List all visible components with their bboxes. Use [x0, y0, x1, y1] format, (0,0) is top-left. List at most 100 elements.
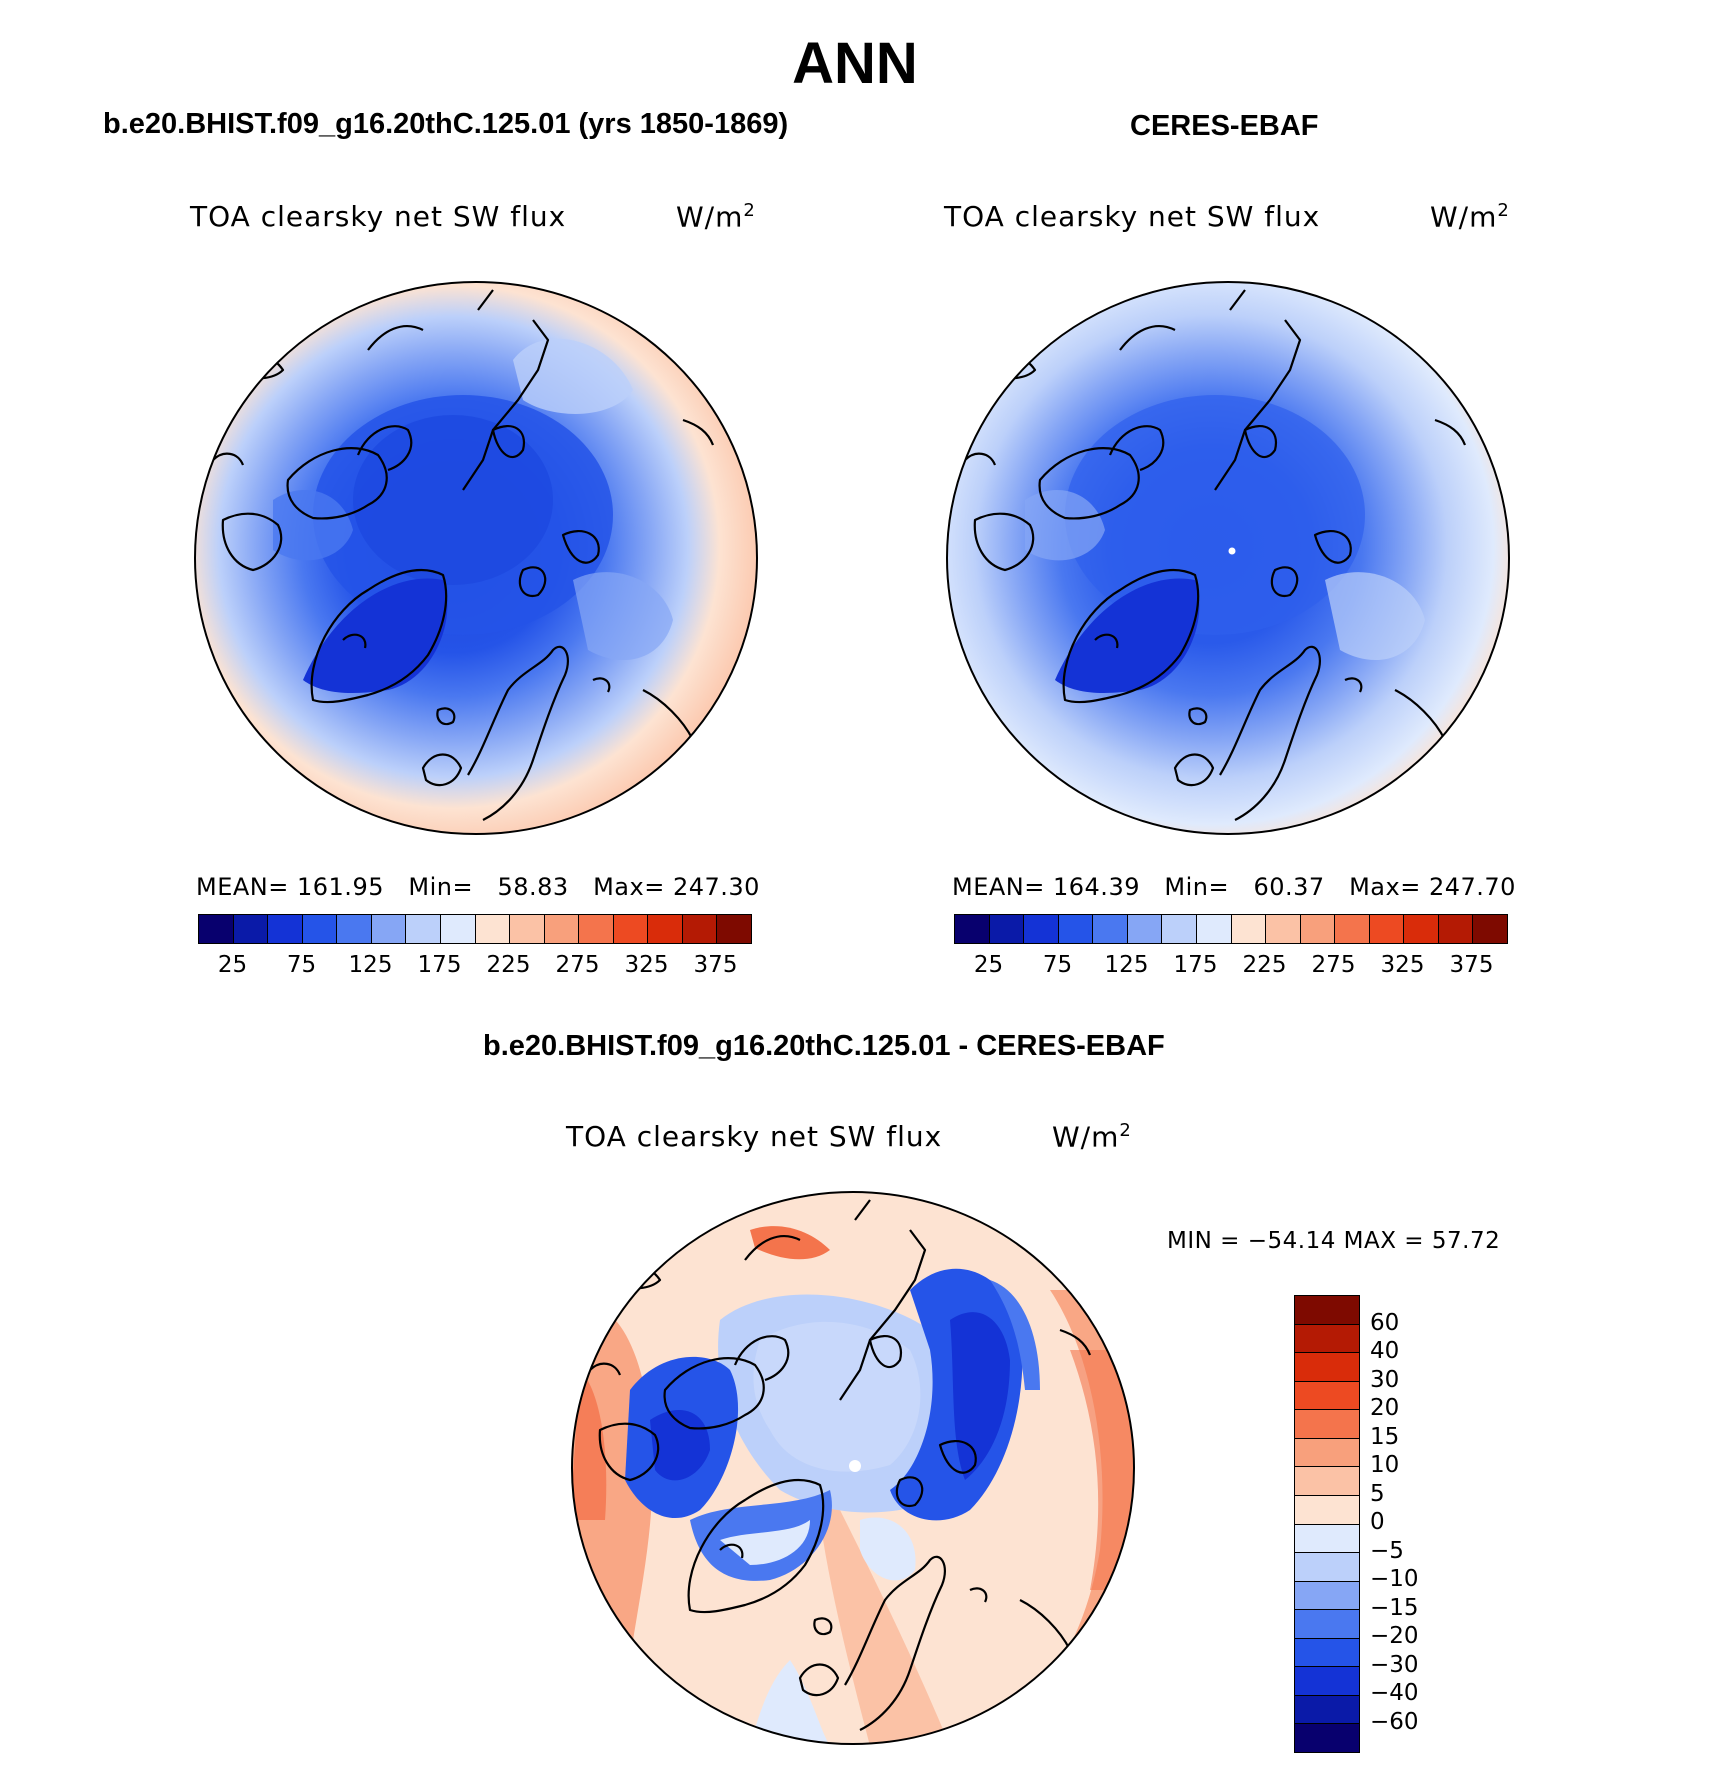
obs-colorbar-ticks: 25 75 125 175 225 275 325 375	[954, 952, 1506, 982]
model-min-value: 58.83	[497, 873, 569, 901]
model-colorbar-swatch	[648, 915, 683, 943]
obs-colorbar-tick-label: 75	[1042, 952, 1073, 978]
model-max-label: Max=	[593, 873, 665, 901]
obs-mean-value: 164.39	[1053, 873, 1140, 901]
obs-units-exp: 2	[1497, 200, 1510, 221]
obs-colorbar-tick-label: 175	[1173, 952, 1218, 978]
model-colorbar-swatch	[579, 915, 614, 943]
diff-polar-map	[571, 1191, 1135, 1745]
model-colorbar-swatch	[337, 915, 372, 943]
obs-units-label: W/m2	[1430, 200, 1510, 233]
diff-colorbar-swatch	[1295, 1353, 1359, 1382]
diff-colorbar-swatch	[1295, 1724, 1359, 1752]
diff-panel-header: b.e20.BHIST.f09_g16.20thC.125.01 - CERES…	[483, 1030, 1165, 1062]
diff-colorbar-tick-label: 0	[1370, 1509, 1385, 1535]
diff-colorbar-tick-label: 30	[1370, 1366, 1400, 1393]
diff-colorbar-swatch	[1295, 1667, 1359, 1696]
model-colorbar-tick-label: 375	[693, 952, 738, 978]
model-colorbar-swatch	[682, 915, 718, 943]
model-colorbar-tick-label: 225	[486, 952, 531, 978]
obs-colorbar-swatch	[1058, 915, 1094, 943]
obs-colorbar-swatch	[1266, 915, 1301, 943]
diff-colorbar-swatch	[1295, 1638, 1359, 1668]
model-units-label: W/m2	[676, 200, 756, 233]
obs-colorbar-swatch	[1196, 915, 1232, 943]
model-colorbar-tick-label: 25	[217, 952, 248, 978]
diff-units-label: W/m2	[1052, 1120, 1132, 1153]
obs-colorbar-swatch	[1231, 915, 1267, 943]
diff-colorbar-tick-label: 5	[1370, 1480, 1385, 1507]
model-colorbar-swatch	[510, 915, 545, 943]
obs-colorbar-swatch	[1369, 915, 1405, 943]
model-colorbar-swatch	[233, 915, 269, 943]
model-colorbar-swatch	[406, 915, 441, 943]
model-colorbar-swatch	[199, 915, 234, 943]
model-min-label: Min=	[408, 873, 474, 901]
model-mean-value: 161.95	[297, 873, 384, 901]
diff-colorbar-tick-label: −20	[1370, 1623, 1419, 1649]
diff-colorbar-swatch	[1295, 1296, 1359, 1325]
obs-stats: MEAN= 164.39 Min= 60.37 Max= 247.70	[952, 873, 1516, 901]
obs-polar-map	[946, 281, 1510, 835]
obs-variable-label: TOA clearsky net SW flux	[944, 200, 1321, 233]
diff-stats: MIN = −54.14 MAX = 57.72	[1167, 1228, 1501, 1254]
obs-colorbar-tick-label: 25	[973, 952, 1004, 978]
obs-colorbar-swatch	[1300, 915, 1336, 943]
model-variable-label: TOA clearsky net SW flux	[190, 200, 567, 233]
model-polar-map	[194, 281, 758, 835]
model-units-exp: 2	[743, 200, 756, 221]
diff-colorbar-tick-label: −60	[1370, 1708, 1419, 1735]
obs-colorbar-tick-label: 125	[1104, 952, 1149, 978]
obs-mean-label: MEAN=	[952, 873, 1045, 901]
model-mean-label: MEAN=	[196, 873, 289, 901]
obs-colorbar-swatch	[1162, 915, 1197, 943]
diff-colorbar-tick-label: −5	[1370, 1537, 1404, 1564]
obs-colorbar-swatch	[1404, 915, 1439, 943]
diff-colorbar-swatch	[1295, 1467, 1359, 1496]
diff-colorbar-swatch	[1295, 1410, 1359, 1439]
obs-colorbar-swatch	[1093, 915, 1128, 943]
model-units-base: W/m	[676, 200, 744, 234]
diff-colorbar-swatch	[1295, 1695, 1359, 1725]
model-colorbar	[198, 914, 752, 944]
obs-colorbar-swatch	[955, 915, 990, 943]
diff-colorbar-tick-label: 20	[1370, 1395, 1400, 1421]
diff-colorbar-tick-label: −30	[1370, 1651, 1419, 1678]
diff-colorbar-swatch	[1295, 1438, 1359, 1468]
diff-colorbar-swatch	[1295, 1553, 1359, 1582]
model-colorbar-swatch	[371, 915, 407, 943]
obs-colorbar-tick-label: 275	[1311, 952, 1356, 978]
model-colorbar-tick-label: 275	[555, 952, 600, 978]
obs-max-label: Max=	[1349, 873, 1421, 901]
diff-colorbar-swatch	[1295, 1581, 1359, 1611]
model-colorbar-swatch	[613, 915, 649, 943]
model-colorbar-tick-label: 75	[286, 952, 317, 978]
diff-colorbar-swatch	[1295, 1495, 1359, 1525]
model-colorbar-swatch	[440, 915, 476, 943]
model-colorbar-tick-label: 175	[417, 952, 462, 978]
obs-units-base: W/m	[1430, 200, 1498, 234]
model-panel-header: b.e20.BHIST.f09_g16.20thC.125.01 (yrs 18…	[103, 108, 789, 140]
obs-colorbar-tick-label: 325	[1380, 952, 1425, 978]
diff-variable-label: TOA clearsky net SW flux	[566, 1120, 943, 1153]
model-stats: MEAN= 161.95 Min= 58.83 Max= 247.30	[196, 873, 760, 901]
model-colorbar-swatch	[302, 915, 338, 943]
obs-colorbar-swatch	[989, 915, 1025, 943]
model-colorbar-ticks: 25 75 125 175 225 275 325 375	[198, 952, 750, 982]
diff-colorbar-tick-label: 15	[1370, 1423, 1400, 1450]
obs-colorbar-swatch	[1473, 915, 1507, 943]
model-colorbar-tick-label: 125	[348, 952, 393, 978]
diff-colorbar-tick-label: −10	[1370, 1566, 1419, 1592]
diff-colorbar-ticks: 60 40 30 20 15 10 5 0 −5 −10 −15 −20 −30 −40 −60	[1370, 1295, 1450, 1751]
model-colorbar-swatch	[475, 915, 511, 943]
model-colorbar-tick-label: 325	[624, 952, 669, 978]
obs-min-label: Min=	[1164, 873, 1230, 901]
diff-units-base: W/m	[1052, 1120, 1120, 1154]
diff-colorbar-swatch	[1295, 1381, 1359, 1411]
obs-colorbar-tick-label: 225	[1242, 952, 1287, 978]
model-max-value: 247.30	[672, 873, 760, 901]
diff-colorbar-swatch	[1295, 1524, 1359, 1554]
diff-units-exp: 2	[1119, 1120, 1132, 1141]
obs-colorbar-swatch	[1438, 915, 1474, 943]
model-colorbar-swatch	[717, 915, 751, 943]
